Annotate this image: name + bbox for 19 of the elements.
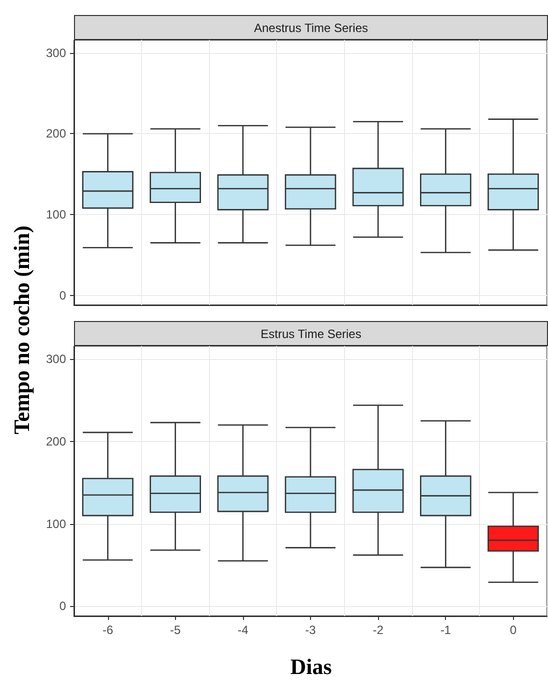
x-tick-label: -1 bbox=[440, 623, 452, 637]
x-tick-label: -5 bbox=[170, 623, 182, 637]
x-tick-label: -3 bbox=[305, 623, 316, 637]
x-tick-label: -4 bbox=[238, 623, 249, 637]
y-axis-title: Tempo no cocho (min) bbox=[9, 226, 35, 434]
y-tick-label: 100 bbox=[46, 516, 66, 531]
y-tick-label: 0 bbox=[59, 599, 66, 614]
y-tick-label: 100 bbox=[46, 208, 66, 222]
x-tick-label: 0 bbox=[510, 623, 517, 637]
y-tick-label: 300 bbox=[46, 352, 66, 366]
y-tick-label: 0 bbox=[59, 288, 66, 302]
y-tick-label: 200 bbox=[46, 434, 66, 448]
chart-title: Anestrus Time Series bbox=[74, 15, 548, 40]
y-tick-label: 300 bbox=[46, 46, 66, 60]
x-axis-title: Dias bbox=[289, 654, 333, 680]
x-tick-label: -2 bbox=[372, 623, 384, 637]
x-tick-label: -6 bbox=[102, 623, 114, 637]
chart-title: Estrus Time Series bbox=[74, 321, 548, 346]
y-tick-label: 200 bbox=[46, 126, 66, 141]
